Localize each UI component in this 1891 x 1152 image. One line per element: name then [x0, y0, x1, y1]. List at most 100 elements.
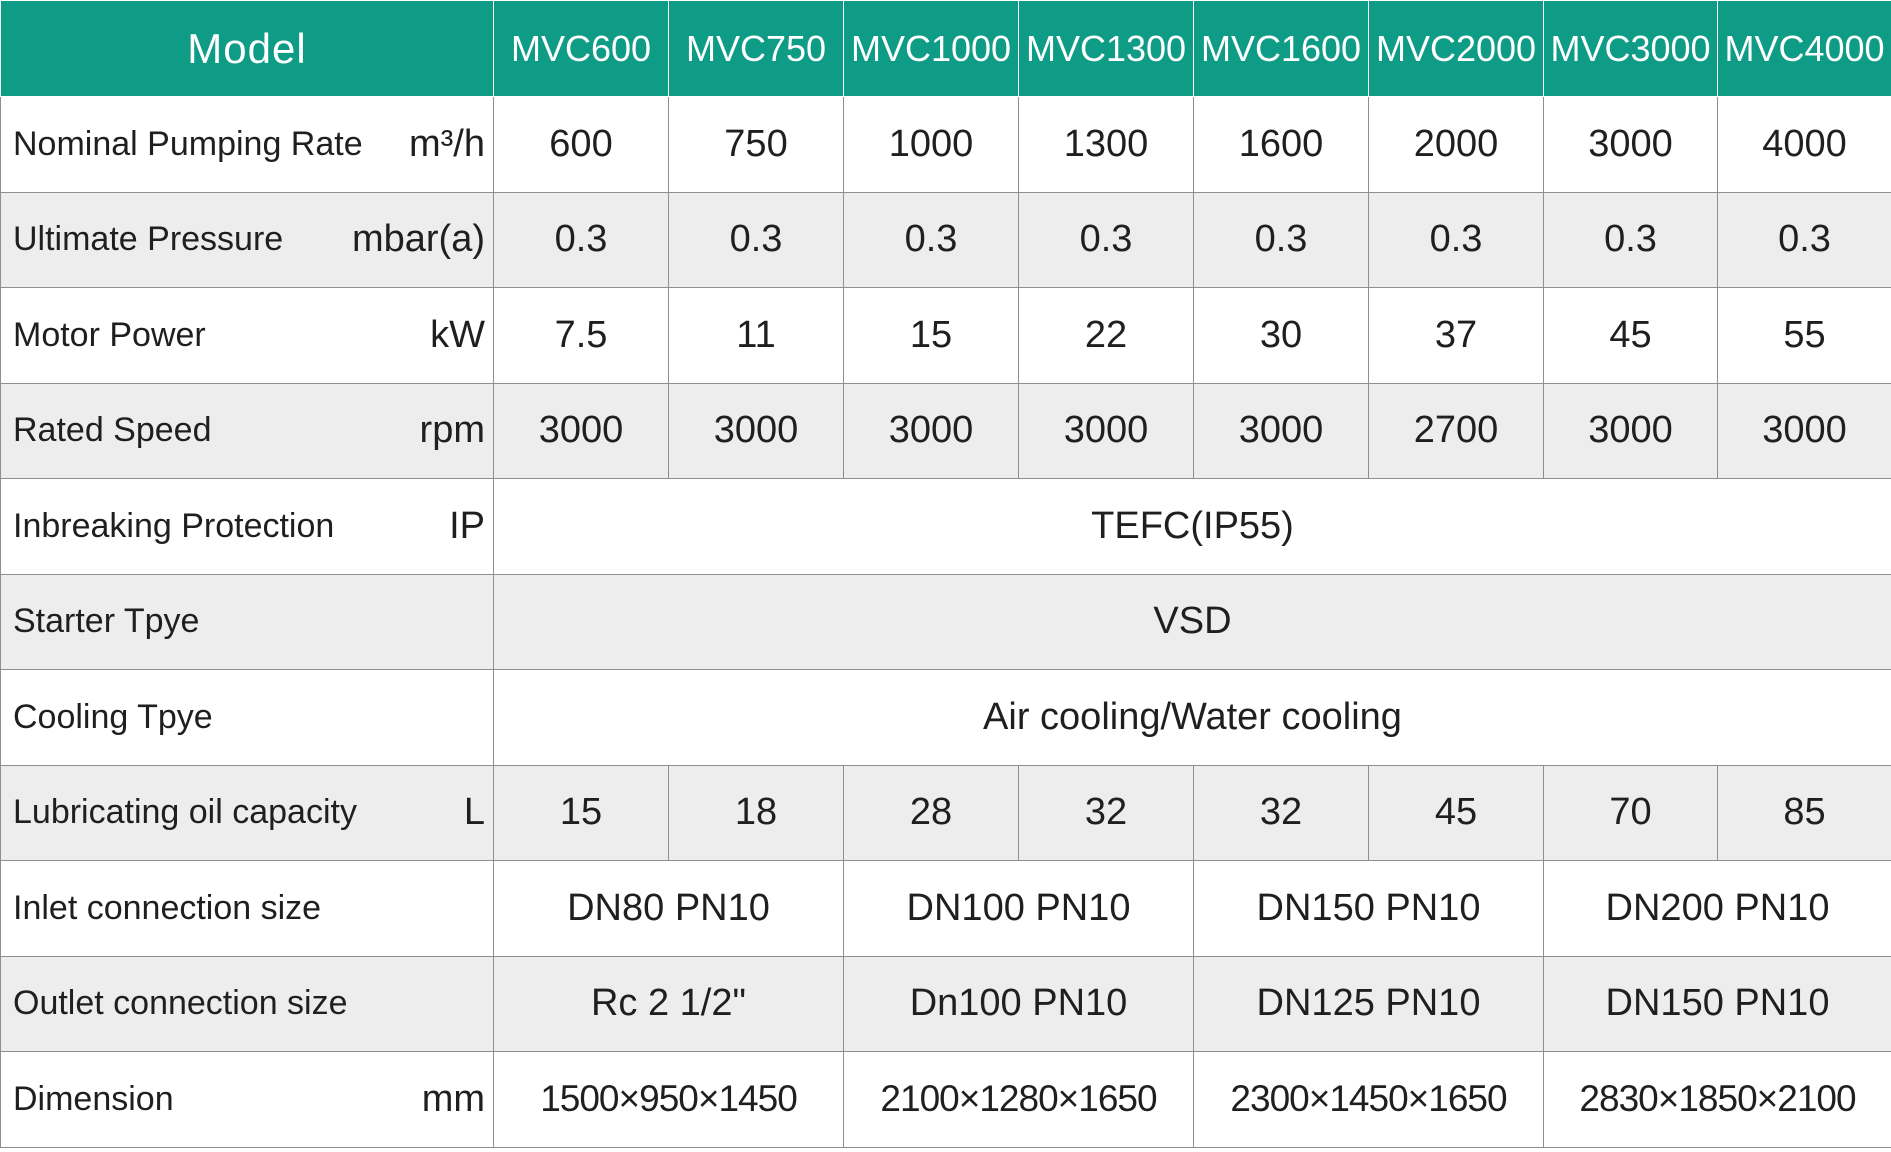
value-cell: 3000 [1717, 382, 1891, 479]
value-cell: 3000 [1018, 382, 1194, 479]
value-cell: 3000 [1543, 96, 1718, 193]
value-cell: 3000 [1193, 382, 1369, 479]
param-unit: mm [421, 1077, 485, 1120]
param-label-cell: Starter Tpye [0, 573, 494, 670]
param-label-cell: Outlet connection size [0, 955, 494, 1052]
value-cell: 30 [1193, 287, 1369, 384]
row-outlet-size: Outlet connection size Rc 2 1/2" Dn100 P… [0, 955, 1891, 1052]
value-cell: 15 [843, 287, 1019, 384]
row-inlet-size: Inlet connection size DN80 PN10 DN100 PN… [0, 860, 1891, 957]
row-lubricating-oil: Lubricating oil capacity L 15 18 28 32 3… [0, 764, 1891, 861]
value-cell-merged: DN80 PN10 [493, 860, 844, 957]
value-cell: 1600 [1193, 96, 1369, 193]
param-name: Cooling Tpye [13, 697, 213, 736]
value-cell-merged: Dn100 PN10 [843, 955, 1194, 1052]
value-cell: 1300 [1018, 96, 1194, 193]
param-label-cell: Nominal Pumping Rate m³/h [0, 96, 494, 193]
param-label-cell: Cooling Tpye [0, 669, 494, 766]
value-cell-merged: 2830×1850×2100 [1543, 1051, 1891, 1148]
value-cell: 2700 [1368, 382, 1544, 479]
param-label-cell: Lubricating oil capacity L [0, 764, 494, 861]
value-cell: 1000 [843, 96, 1019, 193]
value-cell: 0.3 [1018, 191, 1194, 288]
value-cell: 32 [1018, 764, 1194, 861]
value-cell: 0.3 [1368, 191, 1544, 288]
value-cell: 750 [668, 96, 844, 193]
value-cell-merged: 2300×1450×1650 [1193, 1051, 1544, 1148]
param-name: Starter Tpye [13, 602, 200, 641]
row-starter-type: Starter Tpye VSD [0, 573, 1891, 670]
value-cell: 28 [843, 764, 1019, 861]
value-cell-merged: DN150 PN10 [1193, 860, 1544, 957]
value-cell: 0.3 [843, 191, 1019, 288]
value-cell: 600 [493, 96, 669, 193]
param-label-cell: Inlet connection size [0, 860, 494, 957]
value-cell: 18 [668, 764, 844, 861]
value-cell: 55 [1717, 287, 1891, 384]
param-unit: L [463, 791, 485, 834]
value-cell: 0.3 [1543, 191, 1718, 288]
value-cell: 3000 [668, 382, 844, 479]
model-column-header: MVC1000 [843, 0, 1019, 97]
value-cell: 32 [1193, 764, 1369, 861]
param-name: Outlet connection size [13, 984, 348, 1023]
value-cell-merged: DN200 PN10 [1543, 860, 1891, 957]
param-name: Inbreaking Protection [13, 506, 335, 545]
value-cell: 22 [1018, 287, 1194, 384]
param-name: Rated Speed [13, 411, 212, 450]
value-cell-merged: 1500×950×1450 [493, 1051, 844, 1148]
param-label-cell: Inbreaking Protection IP [0, 478, 494, 575]
param-name: Motor Power [13, 315, 206, 354]
row-pumping-rate: Nominal Pumping Rate m³/h 600 750 1000 1… [0, 96, 1891, 193]
param-label-cell: Ultimate Pressure mbar(a) [0, 191, 494, 288]
model-column-header: MVC750 [668, 0, 844, 97]
header-row: Model MVC600 MVC750 MVC1000 MVC1300 MVC1… [0, 0, 1891, 97]
value-cell: 85 [1717, 764, 1891, 861]
param-label-cell: Motor Power kW [0, 287, 494, 384]
param-unit: kW [430, 313, 485, 356]
value-cell-merged: DN150 PN10 [1543, 955, 1891, 1052]
value-cell: 3000 [493, 382, 669, 479]
value-cell: 7.5 [493, 287, 669, 384]
row-motor-power: Motor Power kW 7.5 11 15 22 30 37 45 55 [0, 287, 1891, 384]
param-unit: m³/h [409, 122, 485, 165]
model-column-header: MVC2000 [1368, 0, 1544, 97]
value-cell: 37 [1368, 287, 1544, 384]
param-name: Inlet connection size [13, 888, 322, 927]
model-column-header: MVC1300 [1018, 0, 1194, 97]
value-cell: 2000 [1368, 96, 1544, 193]
model-column-header: MVC3000 [1543, 0, 1718, 97]
value-cell-merged: VSD [493, 573, 1891, 670]
param-label-cell: Rated Speed rpm [0, 382, 494, 479]
value-cell: 45 [1368, 764, 1544, 861]
value-cell: 11 [668, 287, 844, 384]
param-name: Nominal Pumping Rate [13, 124, 363, 163]
value-cell: 0.3 [668, 191, 844, 288]
value-cell-merged: DN125 PN10 [1193, 955, 1544, 1052]
value-cell: 0.3 [493, 191, 669, 288]
param-name: Dimension [13, 1079, 174, 1118]
param-label-cell: Dimension mm [0, 1051, 494, 1148]
value-cell-merged: DN100 PN10 [843, 860, 1194, 957]
value-cell: 0.3 [1193, 191, 1369, 288]
row-rated-speed: Rated Speed rpm 3000 3000 3000 3000 3000… [0, 382, 1891, 479]
value-cell-merged: 2100×1280×1650 [843, 1051, 1194, 1148]
model-column-header: MVC4000 [1717, 0, 1891, 97]
value-cell: 4000 [1717, 96, 1891, 193]
row-dimension: Dimension mm 1500×950×1450 2100×1280×165… [0, 1051, 1891, 1148]
param-unit: rpm [419, 409, 485, 452]
param-name: Ultimate Pressure [13, 220, 284, 259]
value-cell-merged: Air cooling/Water cooling [493, 669, 1891, 766]
param-unit: IP [449, 504, 485, 547]
row-cooling-type: Cooling Tpye Air cooling/Water cooling [0, 669, 1891, 766]
model-column-header: MVC1600 [1193, 0, 1369, 97]
model-header: Model [0, 0, 494, 97]
value-cell: 70 [1543, 764, 1718, 861]
param-name: Lubricating oil capacity [13, 793, 357, 832]
model-column-header: MVC600 [493, 0, 669, 97]
param-unit: mbar(a) [351, 218, 485, 261]
row-inbreaking-protection: Inbreaking Protection IP TEFC(IP55) [0, 478, 1891, 575]
value-cell: 3000 [843, 382, 1019, 479]
row-ultimate-pressure: Ultimate Pressure mbar(a) 0.3 0.3 0.3 0.… [0, 191, 1891, 288]
